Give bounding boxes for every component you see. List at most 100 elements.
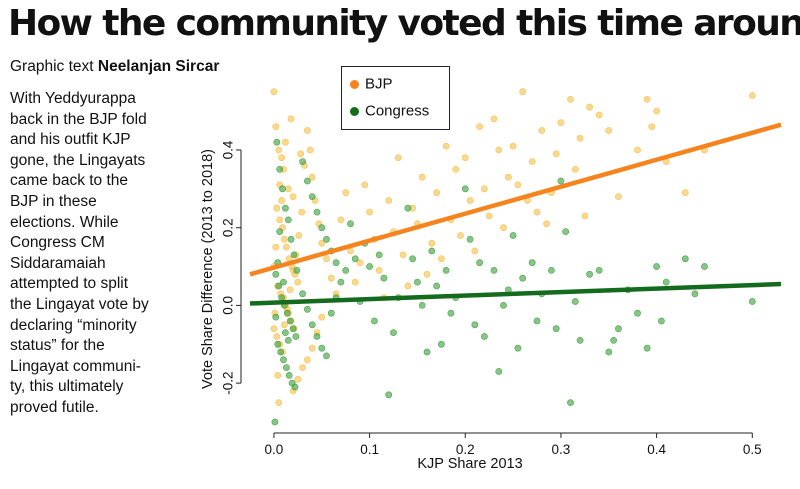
point-bjp bbox=[337, 216, 345, 224]
point-congress bbox=[567, 399, 574, 406]
point-congress bbox=[413, 278, 421, 286]
point-congress bbox=[701, 263, 708, 270]
point-bjp bbox=[284, 185, 292, 193]
point-bjp bbox=[275, 399, 283, 406]
fit-lines-layer bbox=[249, 122, 782, 306]
point-congress bbox=[313, 333, 321, 340]
point-bjp bbox=[476, 123, 483, 130]
point-bjp bbox=[586, 103, 593, 111]
point-bjp bbox=[361, 181, 369, 189]
point-congress bbox=[281, 204, 289, 212]
point-bjp bbox=[571, 165, 579, 173]
body-line: came back to the bbox=[10, 172, 129, 190]
point-congress bbox=[289, 325, 297, 333]
point-bjp bbox=[557, 119, 565, 127]
x-axis-label: KJP Share 2013 bbox=[417, 456, 523, 472]
headline: How the community voted this time around bbox=[8, 3, 800, 44]
point-congress bbox=[284, 336, 292, 344]
point-bjp bbox=[298, 208, 306, 216]
point-bjp bbox=[495, 146, 503, 154]
y-tick-label: 0.2 bbox=[221, 218, 236, 237]
point-bjp bbox=[385, 197, 393, 204]
point-bjp bbox=[519, 88, 527, 96]
point-bjp bbox=[318, 239, 326, 247]
point-congress bbox=[318, 344, 326, 352]
body-line: Congress CM bbox=[10, 234, 105, 252]
point-congress bbox=[519, 274, 527, 282]
point-congress bbox=[271, 418, 279, 426]
point-bjp bbox=[615, 193, 622, 200]
point-congress bbox=[385, 391, 393, 399]
point-congress bbox=[337, 278, 345, 286]
point-congress bbox=[557, 177, 565, 185]
point-congress bbox=[615, 325, 622, 333]
point-bjp bbox=[399, 251, 407, 259]
point-congress bbox=[643, 344, 651, 352]
point-bjp bbox=[433, 189, 440, 197]
point-congress bbox=[287, 235, 295, 243]
point-congress bbox=[299, 158, 306, 165]
point-bjp bbox=[270, 88, 278, 96]
point-congress bbox=[552, 325, 560, 333]
point-bjp bbox=[500, 224, 507, 232]
point-congress bbox=[548, 266, 555, 274]
credit-line: Graphic text Neelanjan Sircar bbox=[10, 58, 219, 76]
body-line: back in the BJP fold bbox=[10, 110, 147, 128]
point-bjp bbox=[278, 154, 285, 162]
point-bjp bbox=[294, 375, 302, 383]
point-bjp bbox=[528, 158, 536, 165]
legend-label-congress: Congress bbox=[365, 102, 430, 120]
legend-marker-congress bbox=[350, 106, 359, 116]
point-congress bbox=[509, 232, 517, 239]
fit-line-bjp bbox=[249, 122, 782, 277]
point-bjp bbox=[485, 212, 493, 220]
point-congress bbox=[433, 282, 440, 290]
credit-author: Neelanjan Sircar bbox=[97, 58, 220, 75]
point-congress bbox=[277, 348, 284, 356]
point-bjp bbox=[299, 364, 306, 371]
point-congress bbox=[308, 321, 316, 329]
point-bjp bbox=[289, 193, 297, 200]
legend-label-bjp: BJP bbox=[365, 75, 393, 93]
points-layer bbox=[270, 88, 756, 426]
body-line: Siddaramaiah bbox=[10, 254, 106, 272]
point-congress bbox=[291, 383, 299, 391]
legend: BJP Congress bbox=[341, 66, 450, 130]
point-congress bbox=[323, 235, 330, 243]
point-congress bbox=[461, 185, 469, 193]
point-congress bbox=[514, 344, 522, 352]
point-bjp bbox=[303, 127, 311, 134]
point-congress bbox=[327, 309, 335, 317]
point-bjp bbox=[552, 150, 560, 158]
point-bjp bbox=[480, 185, 488, 193]
x-tick-label: 0.5 bbox=[743, 442, 762, 457]
y-axis-label: Vote Share Difference (2013 to 2018) bbox=[200, 149, 216, 389]
point-congress bbox=[347, 220, 354, 228]
point-bjp bbox=[275, 146, 283, 154]
point-congress bbox=[292, 333, 300, 340]
point-bjp bbox=[490, 115, 498, 123]
point-congress bbox=[595, 266, 603, 274]
point-congress bbox=[280, 278, 287, 286]
axes-layer: 0.0 0.1 0.2 0.3 0.4 0.5 -0.2 0.0 0.2 0.4 bbox=[221, 140, 762, 457]
body-line: Lingayat communi- bbox=[10, 357, 141, 375]
fit-line-congress bbox=[249, 281, 782, 306]
point-congress bbox=[653, 263, 660, 270]
legend-item-congress: Congress bbox=[350, 102, 429, 120]
point-congress bbox=[281, 329, 289, 336]
point-bjp bbox=[272, 243, 280, 251]
point-bjp bbox=[504, 173, 512, 181]
x-tick-label: 0.0 bbox=[265, 442, 284, 457]
point-congress bbox=[658, 317, 665, 325]
point-bjp bbox=[273, 204, 281, 212]
point-bjp bbox=[595, 111, 603, 119]
point-bjp bbox=[280, 321, 288, 329]
point-congress bbox=[285, 371, 293, 379]
point-bjp bbox=[461, 154, 469, 162]
point-congress bbox=[375, 251, 383, 259]
point-congress bbox=[610, 336, 617, 344]
body-line: the Lingayat vote by bbox=[10, 295, 149, 313]
point-bjp bbox=[643, 96, 651, 103]
body-text: With Yeddyurappa back in the BJP fold an… bbox=[10, 89, 196, 419]
